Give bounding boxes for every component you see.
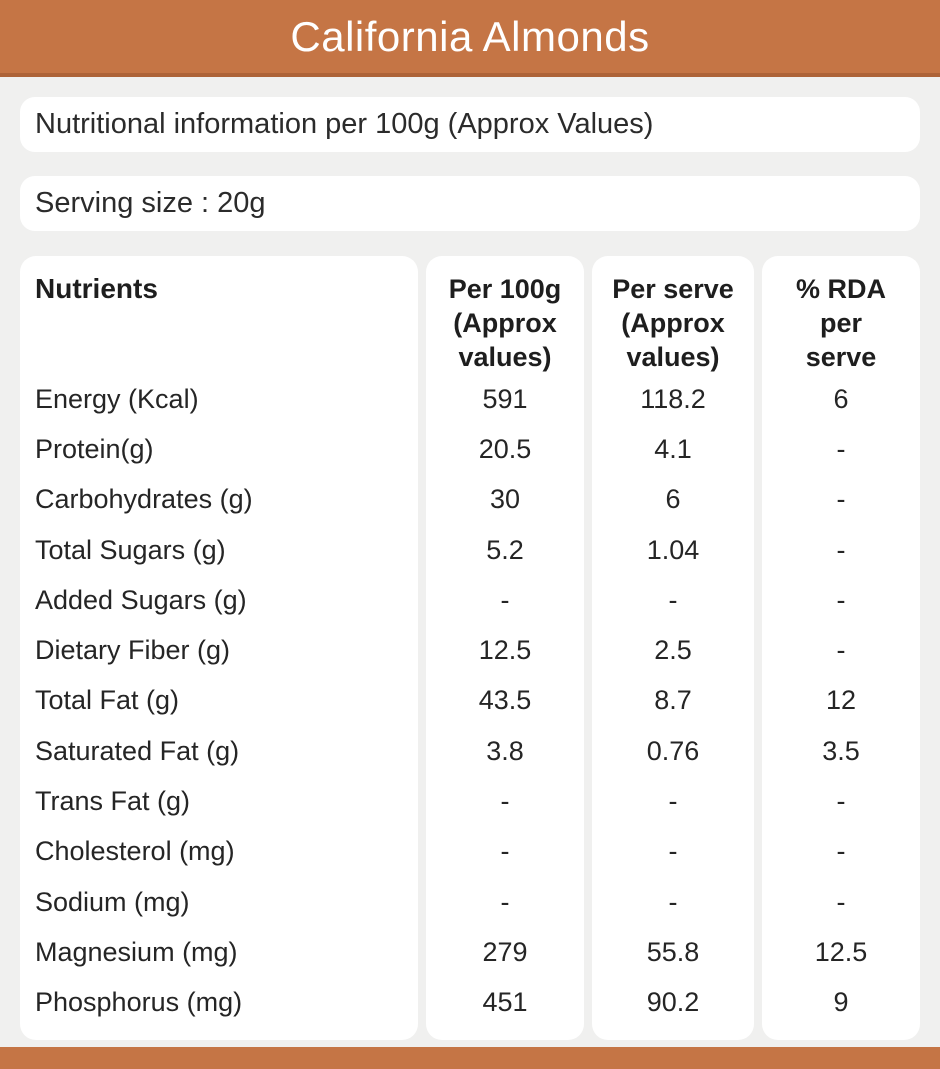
- nutrient-value: 2.5: [654, 635, 692, 666]
- nutrient-label: Total Sugars (g): [35, 534, 226, 565]
- nutrient-value: -: [500, 786, 510, 817]
- nutrient-value: -: [668, 584, 678, 615]
- nutrient-value: -: [836, 433, 846, 464]
- nutrient-value: -: [500, 886, 510, 917]
- nutrient-value: 279: [482, 936, 528, 967]
- column-nutrients: Nutrients Energy (Kcal) Protein(g) Carbohyd…: [20, 256, 418, 1040]
- nutrient-value: -: [500, 836, 510, 867]
- nutrient-label: Magnesium (mg): [35, 936, 238, 967]
- serving-size-bar: Serving size : 20g: [20, 176, 920, 231]
- column-per-serve: Per serve (Approx values) 118.2 4.1 6 1.04 - 2.5…: [592, 256, 754, 1040]
- nutrient-value: -: [836, 584, 846, 615]
- nutrient-value: 6: [665, 484, 681, 515]
- nutrient-value: 12.5: [814, 936, 868, 967]
- nutrient-value: -: [836, 534, 846, 565]
- nutrient-value: 6: [833, 383, 849, 414]
- nutrient-value: 12.5: [478, 635, 532, 666]
- nutrient-value: -: [668, 836, 678, 867]
- nutrient-value: 12: [825, 685, 857, 716]
- info-bar-text: Nutritional information per 100g (Approx…: [35, 108, 654, 140]
- nutrient-value: 4.1: [654, 433, 692, 464]
- nutrient-value: 3.8: [486, 735, 524, 766]
- nutrient-value: 591: [482, 383, 528, 414]
- nutrient-label: Dietary Fiber (g): [35, 635, 231, 666]
- column-rda-per-serve: % RDA per serve 6 - - - - - 12 3.5 - - - 12.5 9: [762, 256, 920, 1040]
- column-header: Nutrients: [35, 273, 158, 304]
- nutrient-label: Saturated Fat (g): [35, 735, 240, 766]
- nutrient-value: 43.5: [478, 685, 532, 716]
- nutrition-table: Nutrients Energy (Kcal) Protein(g) Carbohyd…: [20, 256, 920, 1040]
- nutrient-value: -: [836, 484, 846, 515]
- serving-size-text: Serving size : 20g: [35, 187, 266, 219]
- nutrient-label: Phosphorus (mg): [35, 987, 243, 1018]
- nutrient-value: 8.7: [654, 685, 692, 716]
- info-bar: Nutritional information per 100g (Approx…: [20, 97, 920, 152]
- nutrient-value: 0.76: [646, 735, 700, 766]
- nutrient-value: 30: [489, 484, 521, 515]
- nutrient-label: Carbohydrates (g): [35, 484, 253, 515]
- header-bar: California Almonds: [0, 0, 940, 77]
- nutrient-label: Added Sugars (g): [35, 584, 247, 615]
- nutrient-value: 5.2: [486, 534, 524, 565]
- nutrient-value: -: [836, 886, 846, 917]
- nutrient-value: -: [500, 584, 510, 615]
- nutrient-value: 451: [482, 987, 528, 1018]
- nutrient-label: Trans Fat (g): [35, 786, 191, 817]
- column-header: % RDA per serve: [795, 274, 886, 372]
- footer-bar: [0, 1047, 940, 1069]
- nutrient-value: -: [836, 836, 846, 867]
- nutrient-label: Total Fat (g): [35, 685, 180, 716]
- column-header: Per 100g (Approx values): [448, 274, 562, 372]
- nutrient-value: 9: [833, 987, 849, 1018]
- nutrient-label: Cholesterol (mg): [35, 836, 235, 867]
- column-header: Per serve (Approx values): [612, 274, 734, 372]
- nutrient-value: 1.04: [646, 534, 700, 565]
- page-title: California Almonds: [290, 12, 650, 60]
- column-per-100g: Per 100g (Approx values) 591 20.5 30 5.2 - 12.5 4…: [426, 256, 584, 1040]
- nutrient-label: Sodium (mg): [35, 886, 190, 917]
- nutrient-value: 3.5: [822, 735, 860, 766]
- nutrient-value: -: [836, 786, 846, 817]
- nutrient-value: 55.8: [646, 936, 700, 967]
- nutrient-label: Protein(g): [35, 433, 154, 464]
- nutrient-label: Energy (Kcal): [35, 383, 199, 414]
- nutrient-value: -: [668, 886, 678, 917]
- nutrient-value: -: [836, 635, 846, 666]
- nutrient-value: 118.2: [640, 383, 706, 414]
- nutrient-value: 20.5: [478, 433, 532, 464]
- nutrient-value: 90.2: [646, 987, 700, 1018]
- nutrient-value: -: [668, 786, 678, 817]
